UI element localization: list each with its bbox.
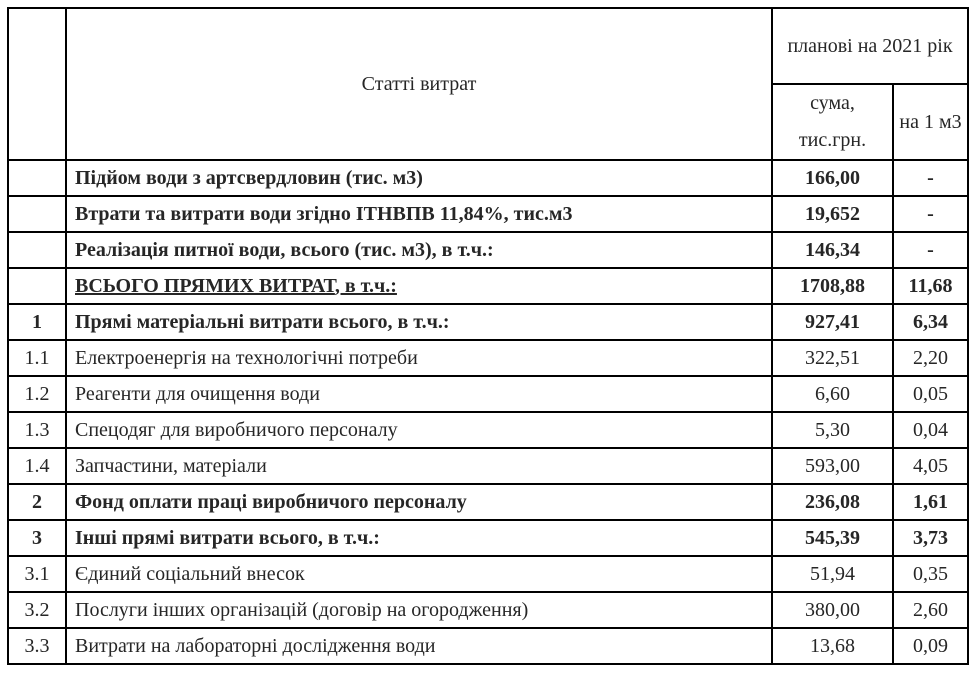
table-row: 2 Фонд оплати праці виробничого персоналу… bbox=[7, 483, 969, 521]
row-number: 1.3 bbox=[7, 411, 67, 449]
row-sum-value: 322,51 bbox=[771, 339, 894, 377]
row-item-name: Втрати та витрати води згідно ІТНВПВ 11,… bbox=[65, 195, 773, 233]
row-number: 3.3 bbox=[7, 627, 67, 665]
row-per-unit-value: - bbox=[892, 195, 969, 233]
row-item-name: Єдиний соціальний внесок bbox=[65, 555, 773, 593]
row-item-name-underlined: ВСЬОГО ПРЯМИХ ВИТРАТ bbox=[75, 274, 335, 297]
row-per-unit-value: 2,60 bbox=[892, 591, 969, 629]
row-per-unit-value: 0,04 bbox=[892, 411, 969, 449]
row-sum-value: 927,41 bbox=[771, 303, 894, 341]
row-per-unit-value: 0,05 bbox=[892, 375, 969, 413]
row-number: 3.2 bbox=[7, 591, 67, 629]
row-sum-value: 593,00 bbox=[771, 447, 894, 485]
row-sum-value: 1708,88 bbox=[771, 267, 894, 305]
row-sum-value: 236,08 bbox=[771, 483, 894, 521]
row-per-unit-value: 11,68 bbox=[892, 267, 969, 305]
row-sum-value: 13,68 bbox=[771, 627, 894, 665]
row-number: 1.2 bbox=[7, 375, 67, 413]
table-row: 1.2 Реагенти для очищення води 6,60 0,05 bbox=[7, 375, 969, 413]
table-row: 1.1 Електроенергія на технологічні потреб… bbox=[7, 339, 969, 377]
header-row: Статті витрат планові на 2021 рік bbox=[7, 7, 969, 161]
row-item-name: Реагенти для очищення води bbox=[65, 375, 773, 413]
row-number bbox=[7, 159, 67, 197]
table-row: 3.1 Єдиний соціальний внесок 51,94 0,35 bbox=[7, 555, 969, 593]
row-per-unit-value: 4,05 bbox=[892, 447, 969, 485]
row-per-unit-value: - bbox=[892, 159, 969, 197]
row-number bbox=[7, 195, 67, 233]
cost-table-body: Статті витрат планові на 2021 рік сума, … bbox=[7, 7, 969, 665]
row-per-unit-value: 0,35 bbox=[892, 555, 969, 593]
row-sum-value: 166,00 bbox=[771, 159, 894, 197]
row-per-unit-value: 1,61 bbox=[892, 483, 969, 521]
row-sum-value: 545,39 bbox=[771, 519, 894, 557]
row-item-name: Послуги інших організацій (договір на ог… bbox=[65, 591, 773, 629]
row-per-unit-value: 6,34 bbox=[892, 303, 969, 341]
row-item-name: Фонд оплати праці виробничого персоналу bbox=[65, 483, 773, 521]
row-sum-value: 5,30 bbox=[771, 411, 894, 449]
header-items-label: Статті витрат bbox=[65, 7, 773, 161]
table-row: 1 Прямі матеріальні витрати всього, в т.ч… bbox=[7, 303, 969, 341]
row-item-name: ВСЬОГО ПРЯМИХ ВИТРАТ, в т.ч.: bbox=[65, 267, 773, 305]
table-row: 1.4 Запчастини, матеріали 593,00 4,05 bbox=[7, 447, 969, 485]
row-sum-value: 19,652 bbox=[771, 195, 894, 233]
row-item-name: Реалізація питної води, всього (тис. м3)… bbox=[65, 231, 773, 269]
header-per-unit-label: на 1 м3 bbox=[892, 83, 969, 161]
table-row: Реалізація питної води, всього (тис. м3)… bbox=[7, 231, 969, 269]
row-item-name: Запчастини, матеріали bbox=[65, 447, 773, 485]
header-subrow: сума, тис.грн. на 1 м3 bbox=[8, 83, 969, 161]
table-row: Втрати та витрати води згідно ІТНВПВ 11,… bbox=[7, 195, 969, 233]
row-item-name: Підйом води з артсвердловин (тис. м3) bbox=[65, 159, 773, 197]
row-item-name: Електроенергія на технологічні потреби bbox=[65, 339, 773, 377]
row-sum-value: 6,60 bbox=[771, 375, 894, 413]
row-per-unit-value: - bbox=[892, 231, 969, 269]
row-item-name-suffix: , в т.ч.: bbox=[334, 274, 397, 297]
table-row: 3.2 Послуги інших організацій (договір на… bbox=[7, 591, 969, 629]
row-item-name: Спецодяг для виробничого персоналу bbox=[65, 411, 773, 449]
header-sum-label: сума, тис.грн. bbox=[771, 83, 894, 161]
table-row: ВСЬОГО ПРЯМИХ ВИТРАТ, в т.ч.: 1708,88 11,6… bbox=[7, 267, 969, 305]
row-per-unit-value: 2,20 bbox=[892, 339, 969, 377]
table-row: Підйом води з артсвердловин (тис. м3) 166… bbox=[7, 159, 969, 197]
row-sum-value: 380,00 bbox=[771, 591, 894, 629]
table-row: 1.3 Спецодяг для виробничого персоналу 5,3… bbox=[7, 411, 969, 449]
row-number: 2 bbox=[7, 483, 67, 521]
table-row: 3.3 Витрати на лабораторні дослідження во… bbox=[7, 627, 969, 665]
row-item-name: Витрати на лабораторні дослідження води bbox=[65, 627, 773, 665]
header-planned-label: планові на 2021 рік bbox=[771, 7, 969, 85]
row-sum-value: 51,94 bbox=[771, 555, 894, 593]
row-number: 3.1 bbox=[7, 555, 67, 593]
row-per-unit-value: 3,73 bbox=[892, 519, 969, 557]
row-number bbox=[7, 267, 67, 305]
row-number bbox=[7, 231, 67, 269]
row-number: 3 bbox=[7, 519, 67, 557]
row-number: 1 bbox=[7, 303, 67, 341]
table-row: 3 Інші прямі витрати всього, в т.ч.: 545,3… bbox=[7, 519, 969, 557]
header-num-cell bbox=[7, 7, 67, 161]
cost-table: Статті витрат планові на 2021 рік сума, … bbox=[7, 7, 969, 665]
row-number: 1.1 bbox=[7, 339, 67, 377]
row-sum-value: 146,34 bbox=[771, 231, 894, 269]
row-number: 1.4 bbox=[7, 447, 67, 485]
row-item-name: Інші прямі витрати всього, в т.ч.: bbox=[65, 519, 773, 557]
row-item-name: Прямі матеріальні витрати всього, в т.ч.… bbox=[65, 303, 773, 341]
row-per-unit-value: 0,09 bbox=[892, 627, 969, 665]
